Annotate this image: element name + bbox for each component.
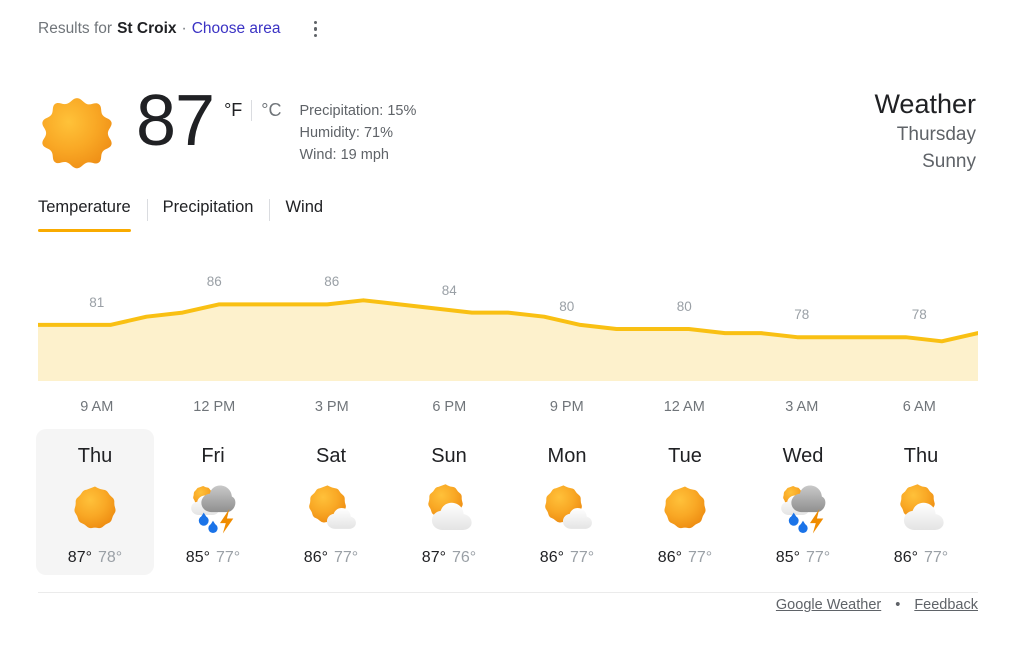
condition-details: Precipitation: 15% Humidity: 71% Wind: 1… (300, 100, 417, 166)
tab-temperature-label: Temperature (38, 198, 131, 216)
tab-divider (146, 199, 148, 221)
time-axis-tick: 9 AM (80, 399, 114, 415)
day-name: Wed (782, 445, 824, 467)
day-high-temp: 85° (775, 549, 800, 566)
day-temperatures: 87° 78° (68, 549, 122, 567)
results-area-name: St Croix (117, 20, 177, 37)
day-low-temp: 76° (452, 549, 477, 566)
day-card[interactable]: Tue 86° 77° (626, 429, 744, 575)
day-card[interactable]: Thu 87° 78° (36, 429, 154, 575)
unit-divider (251, 100, 253, 121)
day-card[interactable]: Mon 86° 77° (508, 429, 626, 575)
page-title: Weather (874, 89, 976, 119)
day-name: Mon (547, 445, 587, 467)
tab-divider (269, 199, 271, 221)
day-temperatures: 85° 77° (776, 549, 830, 567)
choose-area-link[interactable]: Choose area (191, 20, 281, 37)
day-low-temp: 77° (688, 549, 713, 566)
tab-wind[interactable]: Wind (269, 198, 339, 234)
day-name: Thu (903, 445, 939, 467)
time-axis-tick: 6 PM (432, 399, 467, 415)
current-conditions: 87 °F °C Precipitation: 15% Humidity: 71… (38, 82, 416, 173)
google-weather-link[interactable]: Google Weather (775, 597, 882, 613)
day-high-temp: 87° (421, 549, 446, 566)
day-card[interactable]: Fri 85° 77° (154, 429, 272, 575)
mostly-sunny-icon (309, 485, 356, 529)
day-card[interactable]: Sun 87° 76° (390, 429, 508, 575)
current-temperature: 87 (136, 81, 215, 161)
day-high-temp: 86° (657, 549, 682, 566)
day-temperatures: 86° 77° (304, 549, 358, 567)
day-low-temp: 77° (334, 549, 359, 566)
chart-tabs: Temperature Precipitation Wind (38, 198, 339, 234)
day-high-temp: 86° (893, 549, 918, 566)
day-low-temp: 78° (98, 549, 123, 566)
day-temperatures: 87° 76° (422, 549, 476, 567)
day-low-temp: 77° (924, 549, 949, 566)
day-temperatures: 86° 77° (658, 549, 712, 567)
unit-celsius-button[interactable]: °C (261, 100, 282, 120)
results-separator: · (181, 20, 187, 37)
day-card[interactable]: Thu 86° 77° (862, 429, 980, 575)
unit-toggle[interactable]: °F °C (224, 100, 282, 121)
day-high-temp: 86° (303, 549, 328, 566)
sun-icon (74, 486, 116, 529)
thunderstorm-icon (191, 485, 236, 534)
day-low-temp: 77° (806, 549, 831, 566)
sun-icon (664, 486, 706, 529)
header-day: Thursday (896, 124, 976, 145)
day-high-temp: 86° (539, 549, 564, 566)
day-high-temp: 85° (185, 549, 210, 566)
day-temperatures: 86° 77° (540, 549, 594, 567)
tab-precipitation[interactable]: Precipitation (146, 198, 270, 234)
day-temperatures: 86° 77° (894, 549, 948, 567)
time-axis-tick: 6 AM (902, 399, 936, 415)
tab-temperature[interactable]: Temperature (38, 198, 147, 234)
sun-icon (42, 98, 112, 169)
day-low-temp: 77° (216, 549, 241, 566)
chart-time-axis: 9 AM 12 PM 3 PM 6 PM 9 PM 12 AM 3 AM 6 AM (38, 399, 978, 421)
kebab-menu-icon[interactable] (306, 18, 324, 40)
day-name: Sat (315, 445, 347, 467)
chart-line (38, 298, 978, 344)
day-high-temp: 87° (67, 549, 92, 566)
results-prefix: Results for (38, 20, 113, 37)
thunderstorm-icon (781, 485, 826, 534)
day-name: Thu (77, 445, 113, 467)
day-name: Sun (431, 445, 467, 467)
day-name: Tue (668, 445, 702, 467)
day-name: Fri (201, 445, 225, 467)
daily-forecast-row: Thu 87° 78° Fri 85° 77° Sat 86° 77° Sun 87° 76° Mon 8… (36, 429, 980, 575)
time-axis-tick: 9 PM (549, 399, 584, 415)
weather-header: Weather Thursday Sunny (874, 88, 976, 175)
time-axis-tick: 12 AM (663, 399, 705, 415)
day-card[interactable]: Sat 86° 77° (272, 429, 390, 575)
tab-wind-label: Wind (285, 198, 324, 216)
precipitation-value: Precipitation: 15% (299, 103, 417, 119)
time-axis-tick: 12 PM (193, 399, 236, 415)
feedback-link[interactable]: Feedback (914, 597, 978, 613)
chart-area-fill (38, 300, 978, 381)
footer-divider (38, 592, 978, 593)
time-axis-tick: 3 AM (785, 399, 819, 415)
chart-svg (38, 298, 978, 381)
wind-value: Wind: 19 mph (299, 147, 389, 163)
footer-separator: • (895, 597, 901, 613)
footer-links: Google Weather • Feedback (776, 597, 978, 613)
day-card[interactable]: Wed 85° 77° (744, 429, 862, 575)
temperature-chart[interactable] (38, 262, 978, 382)
tab-precipitation-label: Precipitation (162, 198, 254, 216)
day-temperatures: 85° 77° (186, 549, 240, 567)
humidity-value: Humidity: 71% (299, 125, 393, 141)
partly-cloudy-icon (428, 484, 472, 531)
time-axis-tick: 3 PM (314, 399, 349, 415)
results-bar: Results for St Croix · Choose area (38, 18, 324, 40)
day-low-temp: 77° (570, 549, 595, 566)
partly-cloudy-icon (900, 484, 944, 531)
unit-fahrenheit-button[interactable]: °F (224, 100, 243, 120)
mostly-sunny-icon (545, 485, 592, 529)
header-condition: Sunny (922, 151, 976, 172)
